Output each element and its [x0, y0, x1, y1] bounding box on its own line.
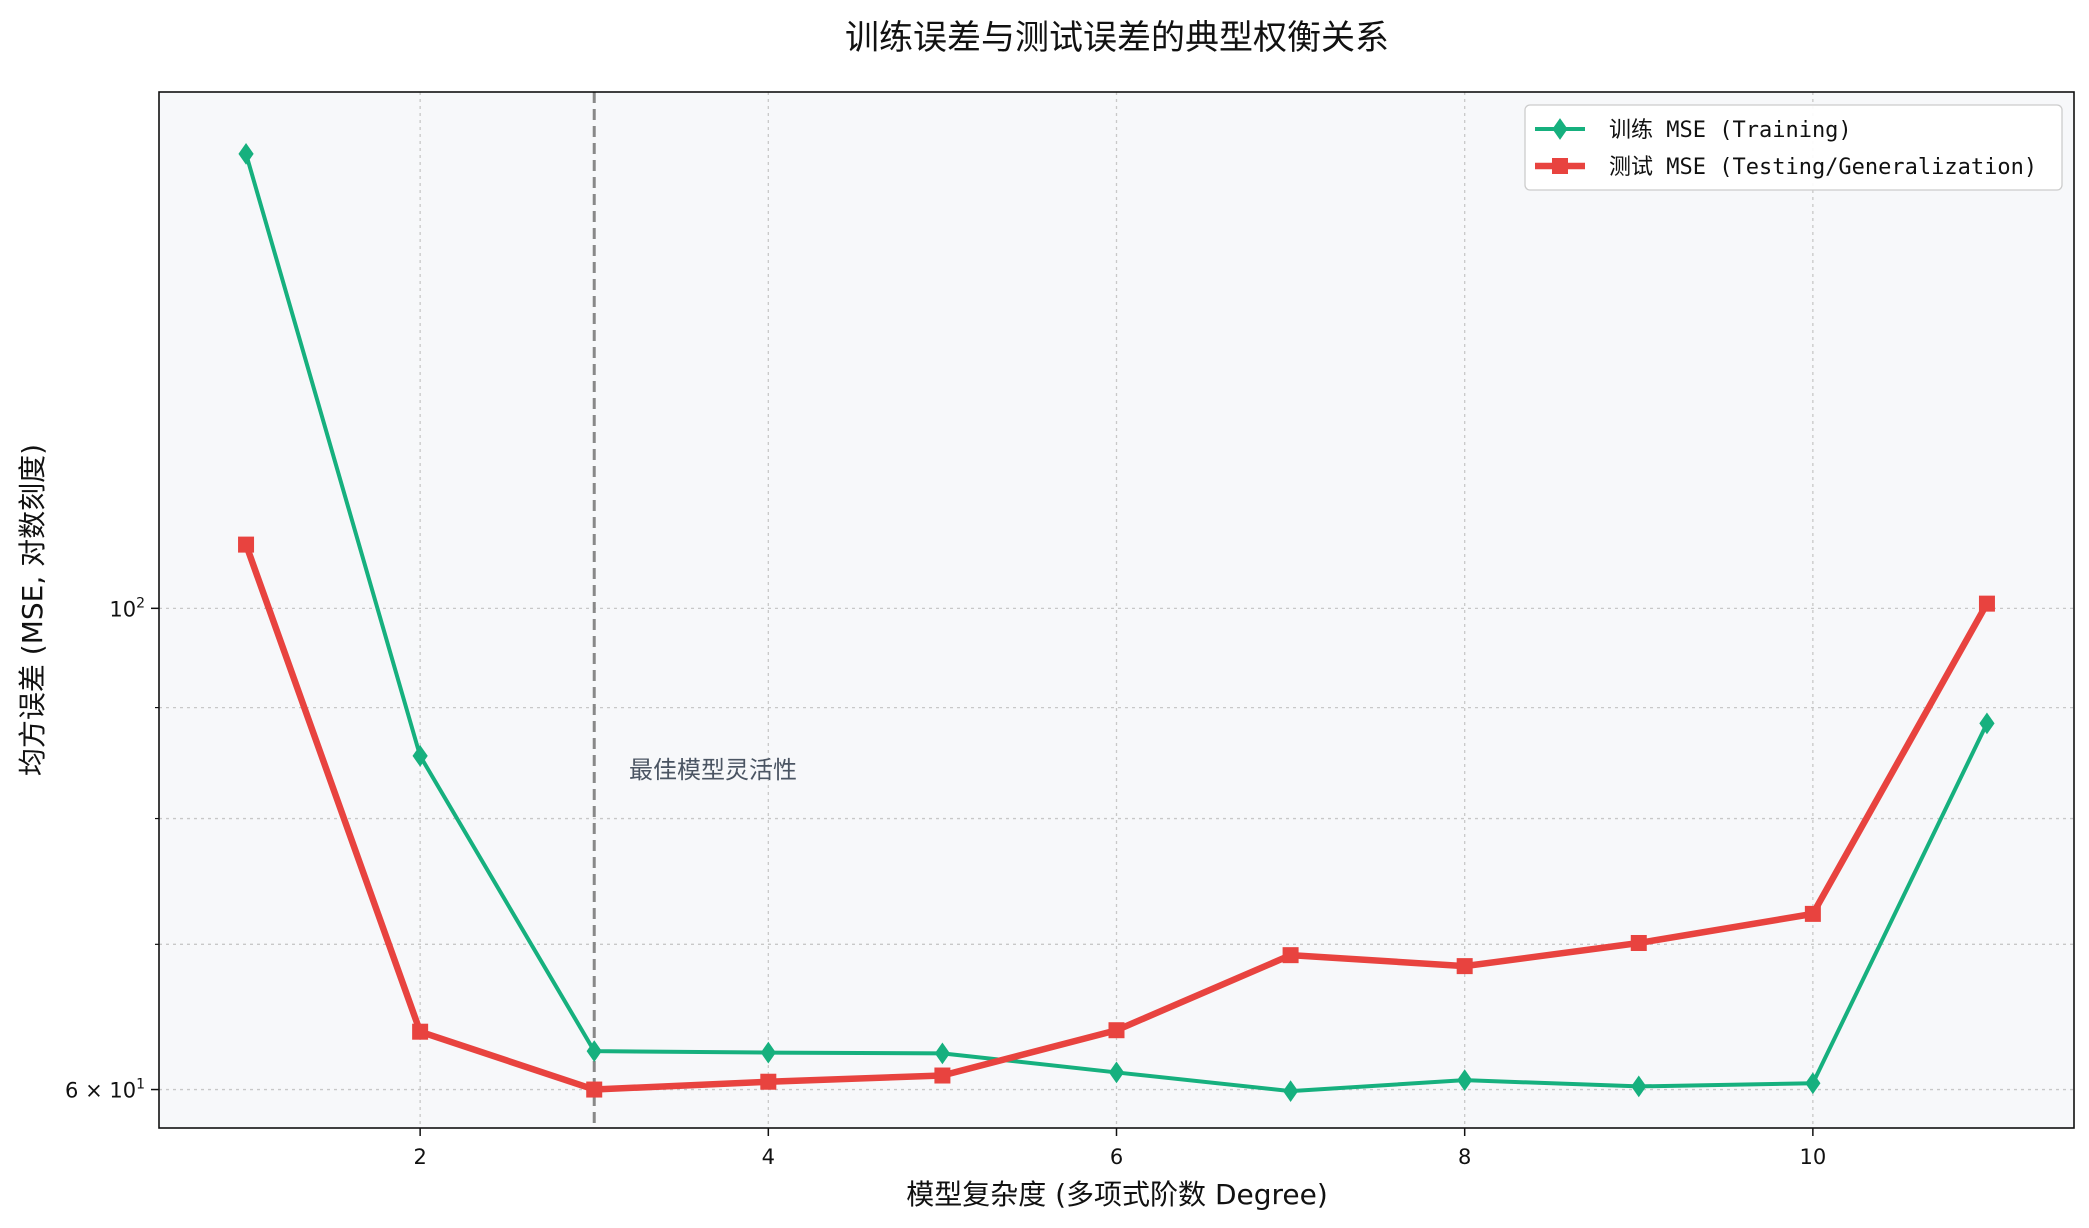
- x-tick-label: 10: [1799, 1145, 1826, 1169]
- training-mse-point: [1282, 1080, 1299, 1102]
- legend-item-training: 训练 MSE (Training): [1535, 118, 1852, 143]
- legend-marker-diamond: [1552, 118, 1568, 140]
- x-axis-ticks: 2 4 6 8 10: [413, 1128, 1826, 1169]
- training-mse-series: [238, 143, 1995, 1102]
- legend-marker-square: [1552, 158, 1568, 174]
- legend-box: [1524, 104, 2063, 191]
- testing-mse-point: [1978, 595, 1995, 612]
- legend-label: 训练 MSE (Training): [1609, 118, 1852, 143]
- testing-mse-point: [412, 1023, 429, 1040]
- grid-lines: [159, 92, 2074, 1128]
- legend-label: 测试 MSE (Testing/Generalization): [1609, 155, 2037, 180]
- x-axis-label: 模型复杂度 (多项式阶数 Degree): [906, 1178, 1328, 1211]
- testing-mse-point: [586, 1081, 603, 1098]
- testing-mse-point: [238, 536, 255, 553]
- y-axis-ticks: 102 6 × 101: [65, 595, 159, 1103]
- training-mse-point: [586, 1040, 602, 1062]
- chart-title: 训练误差与测试误差的典型权衡关系: [845, 18, 1389, 58]
- training-mse-point: [1457, 1069, 1473, 1092]
- x-tick-label: 6: [1110, 1145, 1123, 1169]
- series-group: [238, 143, 1995, 1102]
- testing-mse-point: [934, 1067, 951, 1084]
- testing-mse-point: [760, 1073, 777, 1090]
- training-mse-point: [412, 745, 428, 767]
- training-mse-point: [1979, 712, 1995, 735]
- testing-mse-point: [1108, 1022, 1125, 1039]
- y-axis-label: 均方误差 (MSE, 对数刻度): [16, 444, 49, 776]
- testing-mse-point: [1804, 905, 1821, 922]
- testing-mse-series: [238, 536, 1995, 1098]
- x-tick-label: 2: [413, 1145, 426, 1169]
- testing-mse-point: [1282, 947, 1299, 964]
- testing-mse-point: [1630, 934, 1647, 951]
- training-mse-point: [1108, 1061, 1125, 1084]
- legend-item-testing: 测试 MSE (Testing/Generalization): [1535, 155, 2037, 180]
- legend: 训练 MSE (Training) 测试 MSE (Testing/General…: [1524, 104, 2063, 191]
- testing-mse-point: [1456, 958, 1473, 975]
- x-tick-label: 4: [762, 1145, 775, 1169]
- training-mse-point: [760, 1041, 776, 1064]
- y-tick-label: 6 × 101: [65, 1077, 145, 1103]
- training-mse-point: [1805, 1072, 1821, 1095]
- training-mse-point: [934, 1042, 951, 1065]
- y-tick-label: 102: [109, 595, 145, 621]
- x-tick-label: 8: [1458, 1145, 1471, 1169]
- training-mse-point: [238, 143, 254, 165]
- optimal-flexibility-annotation: 最佳模型灵活性: [629, 756, 797, 784]
- training-mse-point: [1631, 1075, 1647, 1098]
